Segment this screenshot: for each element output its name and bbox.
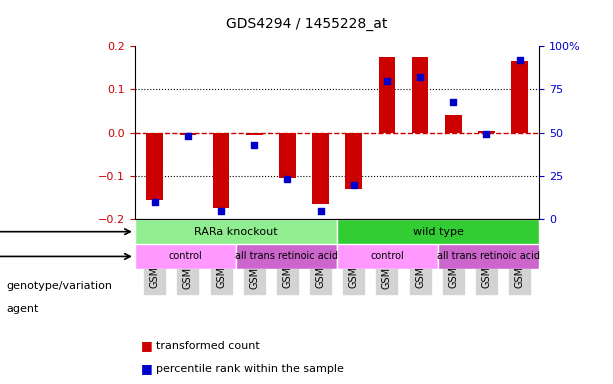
Bar (346, 133, 362, 189)
Bar (180, 133, 196, 135)
Text: all trans retinoic acid: all trans retinoic acid (437, 252, 541, 262)
Text: wild type: wild type (413, 227, 463, 237)
Text: percentile rank within the sample: percentile rank within the sample (156, 364, 344, 374)
FancyBboxPatch shape (337, 244, 438, 269)
Point (481, 131, 491, 137)
Bar (412, 57, 428, 133)
Text: genotype/variation: genotype/variation (6, 281, 112, 291)
Bar (279, 133, 295, 178)
Bar (312, 133, 329, 204)
Bar (445, 115, 462, 133)
Point (150, 199, 159, 205)
Bar (246, 133, 262, 135)
FancyBboxPatch shape (438, 244, 539, 269)
Text: GDS4294 / 1455228_at: GDS4294 / 1455228_at (226, 17, 387, 31)
Point (415, 74, 425, 80)
FancyBboxPatch shape (135, 219, 337, 244)
Text: transformed count: transformed count (156, 341, 260, 351)
Bar (478, 131, 495, 133)
Text: RARa knockout: RARa knockout (194, 227, 278, 237)
FancyBboxPatch shape (337, 219, 539, 244)
Point (316, 208, 326, 214)
Text: ■: ■ (141, 362, 153, 375)
Bar (379, 57, 395, 133)
Bar (147, 133, 163, 200)
FancyBboxPatch shape (135, 244, 236, 269)
Point (216, 208, 226, 214)
Point (349, 182, 359, 188)
Bar (511, 61, 528, 133)
Text: control: control (371, 252, 405, 262)
Point (448, 98, 458, 104)
Text: agent: agent (6, 304, 39, 314)
Point (183, 133, 193, 139)
Text: all trans retinoic acid: all trans retinoic acid (235, 252, 338, 262)
Point (382, 78, 392, 84)
Point (283, 176, 292, 182)
FancyBboxPatch shape (236, 244, 337, 269)
Point (515, 57, 525, 63)
Text: ■: ■ (141, 339, 153, 352)
Point (249, 142, 259, 148)
Bar (213, 133, 229, 209)
Text: control: control (169, 252, 202, 262)
